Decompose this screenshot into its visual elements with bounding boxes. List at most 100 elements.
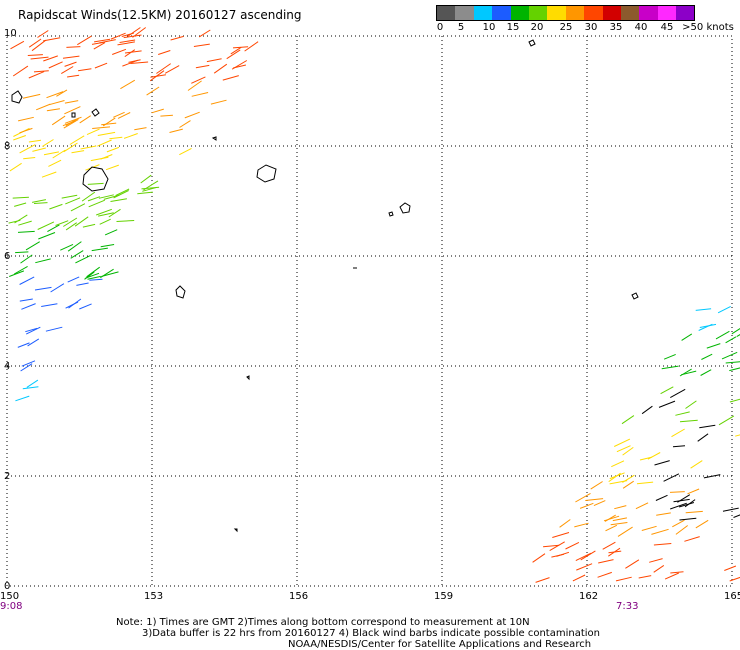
wind-barb bbox=[616, 445, 631, 453]
wind-barb bbox=[671, 428, 685, 438]
island-outline bbox=[246, 375, 250, 381]
wind-barb bbox=[9, 270, 25, 277]
island-outline bbox=[71, 112, 76, 118]
wind-barb bbox=[65, 222, 77, 231]
wind-barb bbox=[164, 65, 180, 74]
wind-barb bbox=[79, 303, 92, 310]
wind-barb bbox=[654, 460, 670, 466]
wind-barb bbox=[641, 525, 657, 531]
wind-barb bbox=[17, 230, 35, 233]
wind-barb bbox=[551, 553, 565, 558]
wind-barb bbox=[75, 254, 91, 264]
wind-barb bbox=[51, 115, 66, 126]
wind-barb bbox=[673, 498, 690, 503]
legend-swatch bbox=[437, 6, 456, 20]
wind-barb bbox=[33, 70, 49, 73]
wind-barb bbox=[179, 120, 191, 128]
note-line-3: NOAA/NESDIS/Center for Satellite Applica… bbox=[288, 639, 592, 650]
wind-barb bbox=[13, 265, 28, 275]
wind-barb bbox=[609, 472, 625, 480]
wind-barb bbox=[580, 550, 596, 561]
wind-barb bbox=[699, 424, 716, 429]
wind-barb bbox=[70, 203, 86, 212]
time-label-right: 7:33 bbox=[616, 601, 638, 612]
wind-barb bbox=[98, 194, 114, 199]
wind-barb bbox=[62, 55, 80, 59]
wind-barb bbox=[602, 541, 616, 550]
x-tick-156: 156 bbox=[289, 591, 308, 602]
legend-label-25: 25 bbox=[559, 22, 573, 33]
legend-swatch bbox=[565, 6, 585, 20]
wind-barb bbox=[110, 198, 127, 202]
wind-barb bbox=[142, 186, 158, 192]
wind-barb bbox=[725, 336, 737, 344]
note-line-1: Note: 1) Times are GMT 2)Times along bot… bbox=[116, 617, 530, 628]
wind-barb bbox=[15, 251, 29, 254]
wind-barb bbox=[63, 142, 78, 153]
wind-barb bbox=[656, 512, 671, 516]
wind-barb bbox=[222, 75, 239, 81]
legend-label-35: 35 bbox=[609, 22, 623, 33]
wind-barb bbox=[160, 114, 173, 117]
wind-barb bbox=[19, 276, 35, 285]
wind-barb bbox=[679, 368, 692, 377]
wind-barb bbox=[731, 328, 740, 335]
x-tick-153: 153 bbox=[144, 591, 163, 602]
wind-barb bbox=[597, 571, 612, 578]
wind-barb bbox=[30, 56, 49, 60]
wind-barb bbox=[55, 220, 69, 226]
wind-barb bbox=[12, 196, 29, 199]
wind-barb bbox=[65, 301, 79, 309]
wind-barb bbox=[191, 76, 206, 84]
wind-barb bbox=[86, 266, 100, 278]
island-outline bbox=[256, 164, 277, 183]
wind-barb bbox=[639, 456, 653, 461]
legend-color-bar bbox=[436, 5, 696, 21]
wind-barb bbox=[729, 367, 740, 372]
wind-barb bbox=[28, 139, 42, 143]
wind-barb bbox=[670, 388, 686, 399]
wind-barb bbox=[661, 365, 679, 370]
wind-barb bbox=[603, 515, 620, 522]
wind-barb bbox=[43, 55, 58, 62]
wind-barb bbox=[123, 133, 138, 139]
wind-barb bbox=[79, 115, 91, 124]
wind-barb bbox=[206, 58, 222, 63]
wind-barb bbox=[609, 480, 628, 485]
wind-barb bbox=[140, 174, 152, 184]
wind-barb bbox=[67, 241, 82, 252]
wind-barb bbox=[717, 305, 731, 314]
wind-barb bbox=[213, 63, 228, 74]
legend-swatch bbox=[602, 6, 621, 20]
wind-barb bbox=[67, 74, 80, 78]
wind-barb bbox=[100, 244, 115, 248]
wind-barb bbox=[64, 61, 77, 67]
wind-barb bbox=[43, 37, 61, 42]
wind-barb bbox=[735, 434, 740, 437]
wind-barb bbox=[17, 342, 30, 348]
wind-barb bbox=[622, 446, 634, 456]
island-outline bbox=[211, 136, 217, 141]
wind-barb bbox=[684, 536, 700, 542]
wind-barb bbox=[690, 460, 703, 469]
wind-barb bbox=[46, 108, 60, 112]
y-tick-6n: 6 bbox=[4, 251, 10, 262]
wind-barb bbox=[37, 221, 55, 230]
wind-barb bbox=[672, 445, 686, 448]
wind-barb bbox=[63, 119, 79, 129]
wind-barb bbox=[232, 64, 247, 69]
wind-barb bbox=[46, 91, 64, 99]
y-tick-8n: 8 bbox=[4, 141, 10, 152]
wind-barb bbox=[695, 519, 709, 529]
wind-barb bbox=[97, 139, 112, 147]
wind-barb bbox=[21, 303, 36, 310]
wind-barb bbox=[71, 150, 85, 154]
y-tick-4n: 4 bbox=[4, 361, 10, 372]
wind-barb bbox=[670, 502, 687, 510]
wind-barb bbox=[12, 65, 29, 77]
wind-barb bbox=[127, 27, 141, 37]
wind-barb bbox=[120, 79, 136, 90]
wind-barb bbox=[124, 50, 142, 54]
wind-barb bbox=[19, 127, 33, 134]
wind-barb bbox=[210, 99, 227, 105]
